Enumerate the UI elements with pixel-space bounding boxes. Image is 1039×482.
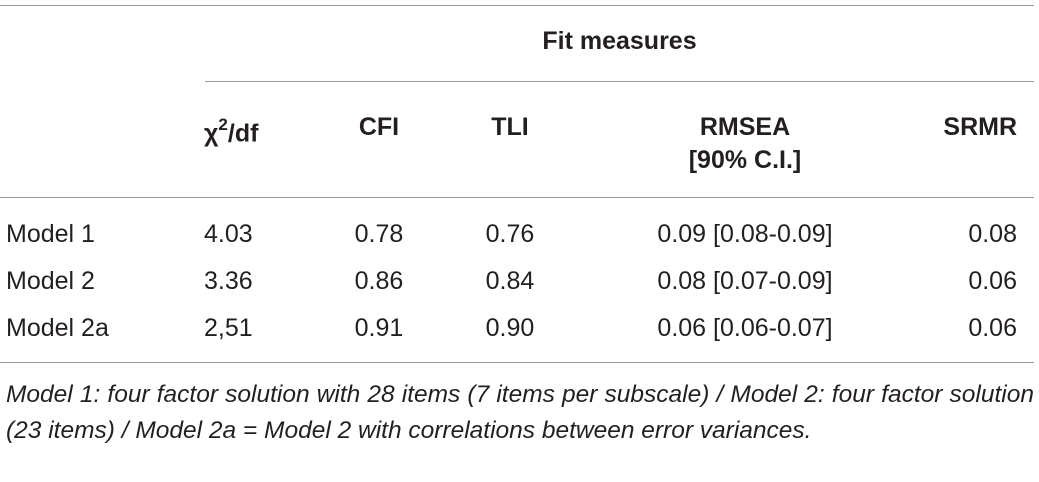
table-row-model-label: Model 2a (6, 314, 109, 342)
chi-df-suffix: /df (227, 119, 259, 148)
table-cell-srmr: 0.08 (968, 220, 1017, 248)
column-header-cfi: CFI (358, 113, 400, 141)
column-header-chi-square-df: χ2/df (204, 112, 324, 148)
table-cell-chi: 2,51 (204, 314, 253, 342)
table-cell-chi: 3.36 (204, 267, 253, 295)
table-cell-srmr: 0.06 (968, 267, 1017, 295)
table-footnote: Model 1: four factor solution with 28 it… (6, 381, 1034, 444)
table-cell-tli: 0.90 (485, 314, 535, 342)
header-bottom-rule (0, 197, 1034, 198)
table-top-rule (0, 5, 1034, 6)
group-header-fit-measures: Fit measures (542, 27, 697, 55)
table-cell-tli: 0.84 (485, 267, 535, 295)
table-cell-rmsea: 0.08 [0.07-0.09] (657, 267, 833, 295)
table-cell-tli: 0.76 (485, 220, 535, 248)
table-cell-chi: 4.03 (204, 220, 253, 248)
chi-exponent: 2 (218, 115, 228, 134)
column-header-rmsea: RMSEA (699, 113, 791, 141)
table-cell-cfi: 0.91 (354, 314, 404, 342)
table-cell-srmr: 0.06 (968, 314, 1017, 342)
column-header-tli: TLI (491, 113, 529, 141)
column-header-srmr: SRMR (943, 113, 1017, 141)
table-bottom-rule (0, 362, 1034, 363)
table-cell-cfi: 0.86 (354, 267, 404, 295)
column-header-rmsea-ci: [90% C.I.] (688, 146, 802, 174)
table-cell-rmsea: 0.06 [0.06-0.07] (657, 314, 833, 342)
group-header-rule (205, 81, 1034, 82)
table-row-model-label: Model 2 (6, 267, 95, 295)
table-cell-cfi: 0.78 (354, 220, 404, 248)
chi-symbol: χ (204, 119, 219, 148)
table-row-model-label: Model 1 (6, 220, 95, 248)
table-cell-rmsea: 0.09 [0.08-0.09] (657, 220, 833, 248)
